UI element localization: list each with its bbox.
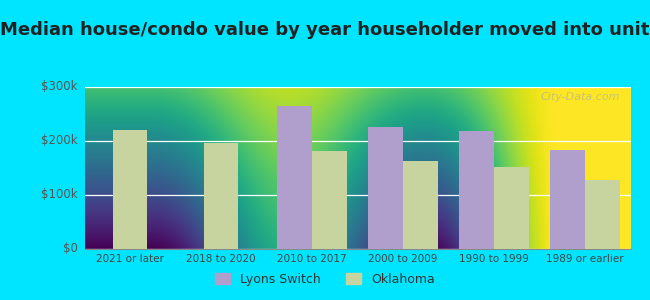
Legend: Lyons Switch, Oklahoma: Lyons Switch, Oklahoma (210, 268, 440, 291)
Text: Median house/condo value by year householder moved into unit: Median house/condo value by year househo… (0, 21, 650, 39)
Text: City-Data.com: City-Data.com (540, 92, 619, 102)
Bar (551, 150, 585, 249)
Text: $200k: $200k (42, 134, 78, 148)
Text: $0: $0 (63, 242, 78, 256)
Text: $300k: $300k (42, 80, 78, 94)
Bar (112, 130, 148, 249)
Bar (278, 106, 312, 249)
Bar (403, 161, 437, 249)
Text: $100k: $100k (42, 188, 78, 202)
Bar (460, 131, 494, 249)
Bar (494, 167, 528, 249)
Bar (203, 142, 239, 249)
Bar (312, 151, 346, 249)
Bar (585, 180, 619, 249)
Bar (369, 128, 403, 249)
